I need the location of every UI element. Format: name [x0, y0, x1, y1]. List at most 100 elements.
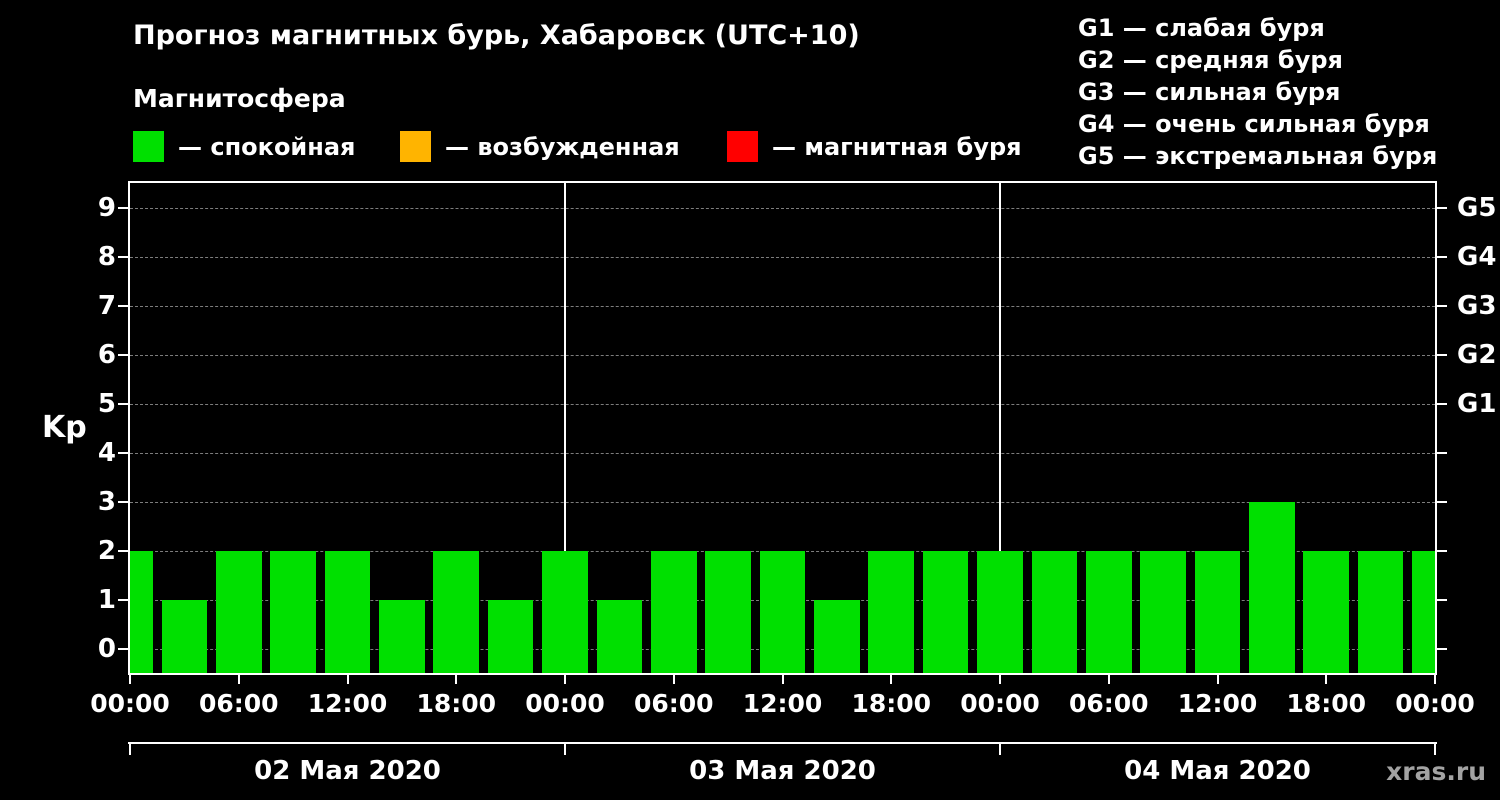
kp-bar [705, 550, 751, 673]
g-legend-line-g3: G3 — сильная буря [1078, 78, 1341, 106]
y-axis-tick-right [1437, 549, 1447, 552]
kp-gridline [130, 207, 1435, 209]
legend-item-storm: — магнитная буря [727, 131, 1022, 162]
kp-bar [161, 599, 208, 673]
excited-color-swatch [400, 131, 431, 162]
y-axis-tick-label: 6 [97, 339, 116, 370]
kp-gridline [130, 305, 1435, 307]
kp-bar [215, 550, 262, 673]
x-axis-tick [237, 675, 240, 684]
g-scale-legend: G1 — слабая буря G2 — средняя буря G3 — … [1078, 12, 1437, 172]
x-axis-tick-label: 06:00 [633, 689, 714, 718]
y-axis-tick-label: 3 [97, 486, 116, 517]
day-label: 04 Мая 2020 [1124, 756, 1311, 786]
y-axis-tick-label: 1 [97, 584, 116, 615]
x-axis-tick [564, 675, 566, 684]
day-label: 02 Мая 2020 [254, 756, 441, 786]
g-scale-label: G5 [1457, 192, 1497, 223]
kp-gridline [130, 403, 1435, 405]
kp-bar [868, 550, 915, 673]
day-axis-line [128, 742, 1437, 744]
kp-bar [324, 550, 371, 673]
x-axis-tick [781, 675, 784, 684]
kp-bar [1412, 550, 1435, 673]
legend-item-excited: — возбужденная [400, 131, 680, 162]
x-axis-tick [1434, 675, 1436, 684]
x-axis-tick [129, 675, 131, 684]
g-scale-label: G4 [1457, 241, 1497, 272]
y-axis-tick-right [1437, 255, 1447, 258]
kp-bar [922, 550, 969, 673]
x-axis-tick-label: 06:00 [198, 689, 279, 718]
x-axis-tick-label: 00:00 [90, 689, 170, 718]
y-axis-tick-label: 5 [97, 388, 116, 419]
y-axis-tick-right [1437, 598, 1447, 601]
y-axis-tick [118, 549, 128, 552]
page-title: Прогноз магнитных бурь, Хабаровск (UTC+1… [133, 20, 860, 51]
kp-gridline [130, 256, 1435, 258]
g-scale-label: G2 [1457, 339, 1497, 370]
x-axis-tick [999, 675, 1001, 684]
y-axis-tick-right [1437, 353, 1447, 356]
x-axis-tick [455, 675, 458, 684]
x-axis-tick-label: 18:00 [851, 689, 932, 718]
g-scale-label: G1 [1457, 388, 1497, 419]
y-axis-tick-right [1437, 647, 1447, 650]
g-legend-line-g1: G1 — слабая буря [1078, 14, 1325, 42]
y-axis-tick [118, 304, 128, 307]
day-axis-tick [999, 742, 1001, 755]
kp-bar [1031, 550, 1078, 673]
kp-bar [650, 550, 697, 673]
kp-bar [814, 599, 860, 673]
y-axis-tick [118, 647, 128, 650]
day-axis-tick [564, 742, 566, 755]
kp-chart-plot-area [128, 181, 1437, 675]
kp-bar [1357, 550, 1404, 673]
x-axis-tick-label: 12:00 [1177, 689, 1258, 718]
kp-bar [596, 599, 643, 673]
x-axis-tick [890, 675, 893, 684]
y-axis-tick-label: 8 [97, 241, 116, 272]
legend-label-quiet: — спокойная [178, 132, 356, 161]
day-label: 03 Мая 2020 [689, 756, 876, 786]
magnetosphere-subtitle: Магнитосфера [133, 84, 346, 113]
kp-gridline [130, 501, 1435, 503]
x-axis-tick [672, 675, 675, 684]
x-axis-tick-label: 00:00 [1395, 689, 1475, 718]
y-axis-tick-label: 9 [97, 192, 116, 223]
y-axis-tick-label: 2 [97, 535, 116, 566]
watermark: xras.ru [1386, 757, 1486, 786]
day-separator-line [999, 183, 1001, 673]
y-axis-tick-label: 4 [97, 437, 116, 468]
kp-gridline [130, 452, 1435, 454]
kp-bar [130, 550, 153, 673]
y-axis-tick-right [1437, 304, 1447, 307]
storm-color-swatch [727, 131, 758, 162]
y-axis-tick-right [1437, 402, 1447, 405]
g-legend-line-g4: G4 — очень сильная буря [1078, 110, 1430, 138]
y-axis-tick [118, 451, 128, 454]
kp-bar [1194, 550, 1241, 673]
x-axis-tick-label: 00:00 [525, 689, 605, 718]
x-axis-tick-label: 12:00 [742, 689, 823, 718]
y-axis-tick-label: 0 [97, 633, 116, 664]
kp-bar [487, 599, 534, 673]
kp-bar [542, 550, 588, 673]
kp-bar [433, 550, 480, 673]
kp-gridline [130, 354, 1435, 356]
y-axis-tick [118, 353, 128, 356]
y-axis-tick [118, 598, 128, 601]
day-axis-tick [1434, 742, 1436, 755]
y-axis-tick-right [1437, 500, 1447, 503]
x-axis-tick-label: 06:00 [1068, 689, 1149, 718]
y-axis-tick [118, 500, 128, 503]
x-axis-tick [1325, 675, 1328, 684]
legend-label-storm: — магнитная буря [772, 132, 1022, 161]
y-axis-title: Kp [42, 410, 87, 445]
g-legend-line-g2: G2 — средняя буря [1078, 46, 1343, 74]
y-axis-tick-label: 7 [97, 290, 116, 321]
g-scale-label: G3 [1457, 290, 1497, 321]
x-axis-tick-label: 12:00 [307, 689, 388, 718]
x-axis-tick-label: 18:00 [416, 689, 497, 718]
